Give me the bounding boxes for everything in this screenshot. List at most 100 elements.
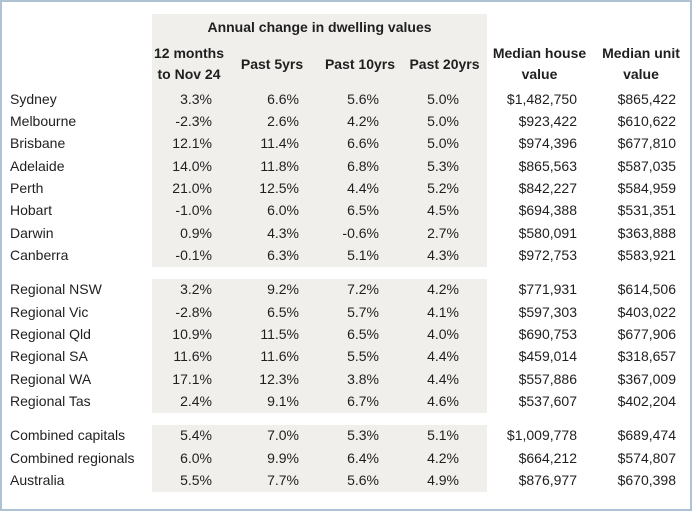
- row-label: Brisbane: [10, 135, 66, 152]
- table-row: Melbourne -2.3% 2.6% 4.2% 5.0% $923,422 $610,6…: [2, 110, 690, 133]
- value-cell: 6.5%: [318, 199, 402, 222]
- value-cell: $689,474: [617, 427, 676, 444]
- value-cell: 4.4%: [318, 177, 402, 200]
- value-cell: 4.2%: [402, 446, 487, 470]
- value-cell: 11.6%: [226, 345, 318, 368]
- value-cell: $876,977: [518, 472, 577, 489]
- value-cell: 6.5%: [226, 300, 318, 324]
- value-cell: 14.0%: [152, 154, 226, 178]
- value-cell: 5.0%: [402, 132, 487, 155]
- value-cell: $923,422: [518, 113, 577, 130]
- value-cell: 5.0%: [402, 88, 487, 111]
- value-cell: $694,388: [518, 202, 577, 219]
- value-cell: $367,009: [617, 370, 676, 387]
- row-label: Regional Qld: [10, 326, 91, 343]
- column-header-12-months: 12 months to Nov 24: [152, 40, 226, 88]
- value-cell: 4.2%: [318, 110, 402, 133]
- value-cell: 9.1%: [226, 390, 318, 413]
- value-cell: $402,204: [617, 393, 676, 410]
- value-cell: 9.9%: [226, 446, 318, 470]
- value-cell: 6.0%: [152, 446, 226, 470]
- value-cell: 6.7%: [318, 390, 402, 413]
- value-cell: 11.4%: [226, 132, 318, 155]
- table-row: Sydney 3.3% 6.6% 5.6% 5.0% $1,482,750 $865,422: [2, 88, 690, 111]
- table-body: Sydney 3.3% 6.6% 5.6% 5.0% $1,482,750 $865,422…: [2, 88, 690, 492]
- table-row: Canberra -0.1% 6.3% 5.1% 4.3% $972,753 $583,92…: [2, 244, 690, 267]
- value-cell: 4.9%: [402, 469, 487, 492]
- value-cell: $677,906: [617, 326, 676, 343]
- table-row: Hobart -1.0% 6.0% 6.5% 4.5% $694,388 $531,351: [2, 199, 690, 222]
- column-header-past-5yrs: Past 5yrs: [226, 40, 318, 88]
- table-row: Regional SA 11.6% 11.6% 5.5% 4.4% $459,014 $31…: [2, 345, 690, 368]
- value-cell: 5.0%: [402, 110, 487, 133]
- value-cell: 7.2%: [318, 278, 402, 301]
- column-header-past-10yrs: Past 10yrs: [318, 40, 402, 88]
- value-cell: 6.3%: [226, 244, 318, 267]
- row-label: Combined regionals: [10, 449, 135, 466]
- section-spacer: [2, 267, 690, 279]
- value-cell: $574,807: [617, 449, 676, 466]
- value-cell: 3.2%: [152, 278, 226, 301]
- value-cell: 2.7%: [402, 221, 487, 245]
- row-label: Australia: [10, 472, 65, 489]
- value-cell: 4.0%: [402, 323, 487, 346]
- row-label: Hobart: [10, 202, 53, 219]
- value-cell: $865,422: [617, 90, 676, 107]
- section-spacer: [2, 413, 690, 425]
- value-cell: $842,227: [518, 180, 577, 197]
- value-cell: 5.1%: [318, 244, 402, 267]
- value-cell: 4.3%: [226, 221, 318, 245]
- value-cell: 6.5%: [318, 323, 402, 346]
- value-cell: 4.5%: [402, 199, 487, 222]
- row-label: Canberra: [10, 247, 69, 264]
- row-label: Combined capitals: [10, 427, 126, 444]
- value-cell: $318,657: [617, 348, 676, 365]
- table-row: Combined capitals 5.4% 7.0% 5.3% 5.1% $1,009,…: [2, 424, 690, 447]
- row-label: Perth: [10, 180, 44, 197]
- row-label: Regional SA: [10, 348, 88, 365]
- table-row: Regional Qld 10.9% 11.5% 6.5% 4.0% $690,753 $6…: [2, 323, 690, 346]
- table-row: Combined regionals 6.0% 9.9% 6.4% 4.2% $664,2…: [2, 446, 690, 470]
- value-cell: $587,035: [617, 157, 676, 174]
- table-title: Annual change in dwelling values: [152, 14, 487, 40]
- value-cell: -0.1%: [152, 244, 226, 267]
- value-cell: $580,091: [518, 224, 577, 241]
- value-cell: 12.5%: [226, 177, 318, 200]
- column-header-median-house-value: Median house value: [492, 45, 587, 82]
- value-cell: 4.1%: [402, 300, 487, 324]
- value-cell: 6.4%: [318, 446, 402, 470]
- value-cell: 4.2%: [402, 278, 487, 301]
- table-row: Adelaide 14.0% 11.8% 6.8% 5.3% $865,563 $587,0…: [2, 154, 690, 178]
- value-cell: 12.3%: [226, 367, 318, 391]
- table-row: Australia 5.5% 7.7% 5.6% 4.9% $876,977 $670,39…: [2, 469, 690, 492]
- value-cell: 3.8%: [318, 367, 402, 391]
- value-cell: 11.6%: [152, 345, 226, 368]
- value-cell: $771,931: [518, 281, 577, 298]
- value-cell: $1,482,750: [506, 90, 577, 107]
- value-cell: 5.3%: [318, 424, 402, 447]
- row-label: Sydney: [10, 90, 57, 107]
- value-cell: 9.2%: [226, 278, 318, 301]
- value-cell: $403,022: [617, 303, 676, 320]
- row-label: Regional WA: [10, 370, 92, 387]
- value-cell: 6.8%: [318, 154, 402, 178]
- value-cell: $459,014: [518, 348, 577, 365]
- value-cell: 17.1%: [152, 367, 226, 391]
- value-cell: $597,303: [518, 303, 577, 320]
- value-cell: -1.0%: [152, 199, 226, 222]
- value-cell: 5.5%: [152, 469, 226, 492]
- value-cell: $974,396: [518, 135, 577, 152]
- table-row: Regional Tas 2.4% 9.1% 6.7% 4.6% $537,607 $402…: [2, 390, 690, 413]
- value-cell: $865,563: [518, 157, 577, 174]
- table-header-row: 12 months to Nov 24 Past 5yrs Past 10yrs…: [2, 40, 690, 88]
- table-title-row: Annual change in dwelling values: [2, 14, 690, 40]
- value-cell: 11.5%: [226, 323, 318, 346]
- value-cell: -2.8%: [152, 300, 226, 324]
- value-cell: $363,888: [617, 224, 676, 241]
- value-cell: 5.6%: [318, 469, 402, 492]
- value-cell: 5.5%: [318, 345, 402, 368]
- value-cell: -2.3%: [152, 110, 226, 133]
- row-label: Regional Vic: [10, 303, 89, 320]
- value-cell: 5.4%: [152, 424, 226, 447]
